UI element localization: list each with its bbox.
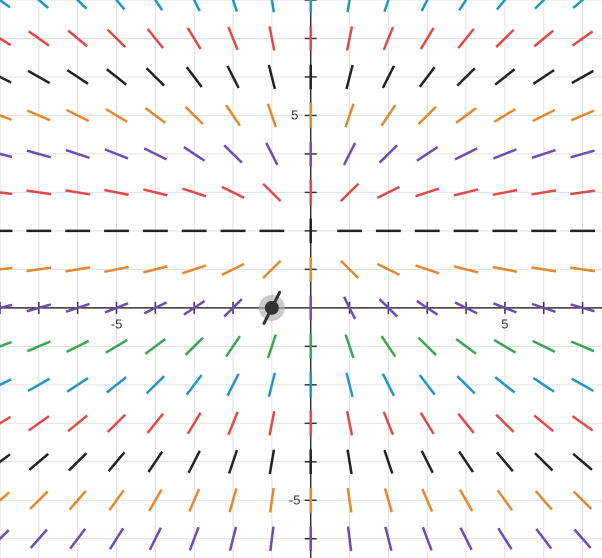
slope-segment xyxy=(348,488,352,512)
slope-segment xyxy=(27,268,52,271)
slope-segment xyxy=(27,191,52,194)
slope-field-plot: -5 5 5 -5 xyxy=(0,0,602,558)
slope-segment xyxy=(270,527,273,551)
draggable-point[interactable] xyxy=(265,301,279,315)
x-axis-label-5: 5 xyxy=(501,316,508,331)
plot-svg xyxy=(0,0,602,558)
y-axis-label--5: -5 xyxy=(289,493,301,508)
x-axis-label-neg5: -5 xyxy=(111,316,123,331)
slope-segment xyxy=(348,527,351,551)
y-axis-label-5: 5 xyxy=(291,108,298,123)
slope-segment xyxy=(570,191,595,194)
slope-segment xyxy=(570,268,595,271)
slope-segment xyxy=(0,0,10,7)
slope-segment xyxy=(270,488,274,512)
